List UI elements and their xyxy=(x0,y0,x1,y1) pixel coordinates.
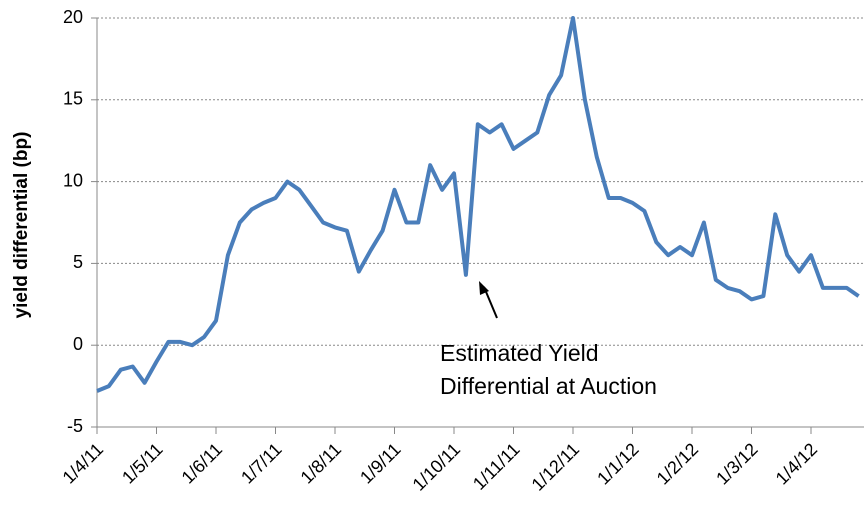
y-tick-label: 10 xyxy=(63,170,83,190)
annotation: Differential at Auction xyxy=(440,373,657,399)
y-axis-label: yield differential (bp) xyxy=(11,132,32,319)
annotation: Estimated Yield xyxy=(440,340,599,366)
x-tick-label: 1/3/12 xyxy=(712,439,762,489)
y-tick-label: 5 xyxy=(73,252,83,272)
y-tick-label: 20 xyxy=(63,7,83,27)
x-tick-label: 1/8/11 xyxy=(297,439,346,488)
x-tick-label: 1/10/11 xyxy=(409,439,465,495)
x-tick-label: 1/1/12 xyxy=(593,439,643,489)
x-tick-label: 1/5/11 xyxy=(118,439,167,488)
x-tick-label: 1/4/11 xyxy=(59,439,108,488)
y-tick-label: -5 xyxy=(67,416,83,436)
x-tick-label: 1/4/12 xyxy=(772,439,822,489)
annotation-arrowhead xyxy=(479,281,489,295)
x-tick-label: 1/6/11 xyxy=(178,439,227,488)
y-tick-label: 15 xyxy=(63,89,83,109)
x-tick-label: 1/2/12 xyxy=(653,439,703,489)
x-tick-label: 1/11/11 xyxy=(469,439,524,494)
y-tick-label: 0 xyxy=(73,334,83,354)
x-tick-label: 1/9/11 xyxy=(356,439,405,488)
x-tick-label: 1/12/11 xyxy=(528,439,584,495)
x-tick-label: 1/7/11 xyxy=(237,439,286,488)
data-line xyxy=(96,16,860,393)
